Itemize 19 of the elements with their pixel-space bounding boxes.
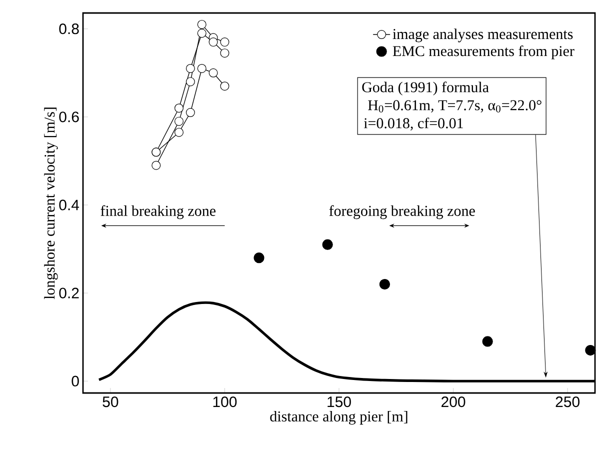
y-tick-label: 0.6 [59,112,79,122]
legend-label: EMC measurements from pier [392,45,574,60]
x-tick-label: 100 [213,396,237,408]
legend-label: image analyses measurements [392,28,573,42]
x-tick-label: 150 [328,396,351,408]
y-axis-title: longshore current velocity [m/s] [44,108,58,300]
annotation: Goda (1991) formula [362,82,489,96]
annotation: i=0.018, cf=0.01 [364,118,463,130]
y-tick-label: 0 [72,376,79,386]
annotation: H$_{0}$=0.61m, T=7.7s, α$_{0}$=22.0° [368,100,542,112]
x-tick-label: 250 [556,396,580,408]
x-tick-label: 200 [442,396,466,408]
x-axis-title: distance along pier [m] [270,410,408,425]
y-tick-label: 0.4 [59,200,80,210]
annotation: foregoing breaking zone [329,205,475,220]
x-tick-label: 50 [102,396,118,408]
y-tick-label: 0.8 [59,24,79,34]
y-tick-label: 0.2 [59,288,79,298]
annotation: final breaking zone [100,205,216,220]
